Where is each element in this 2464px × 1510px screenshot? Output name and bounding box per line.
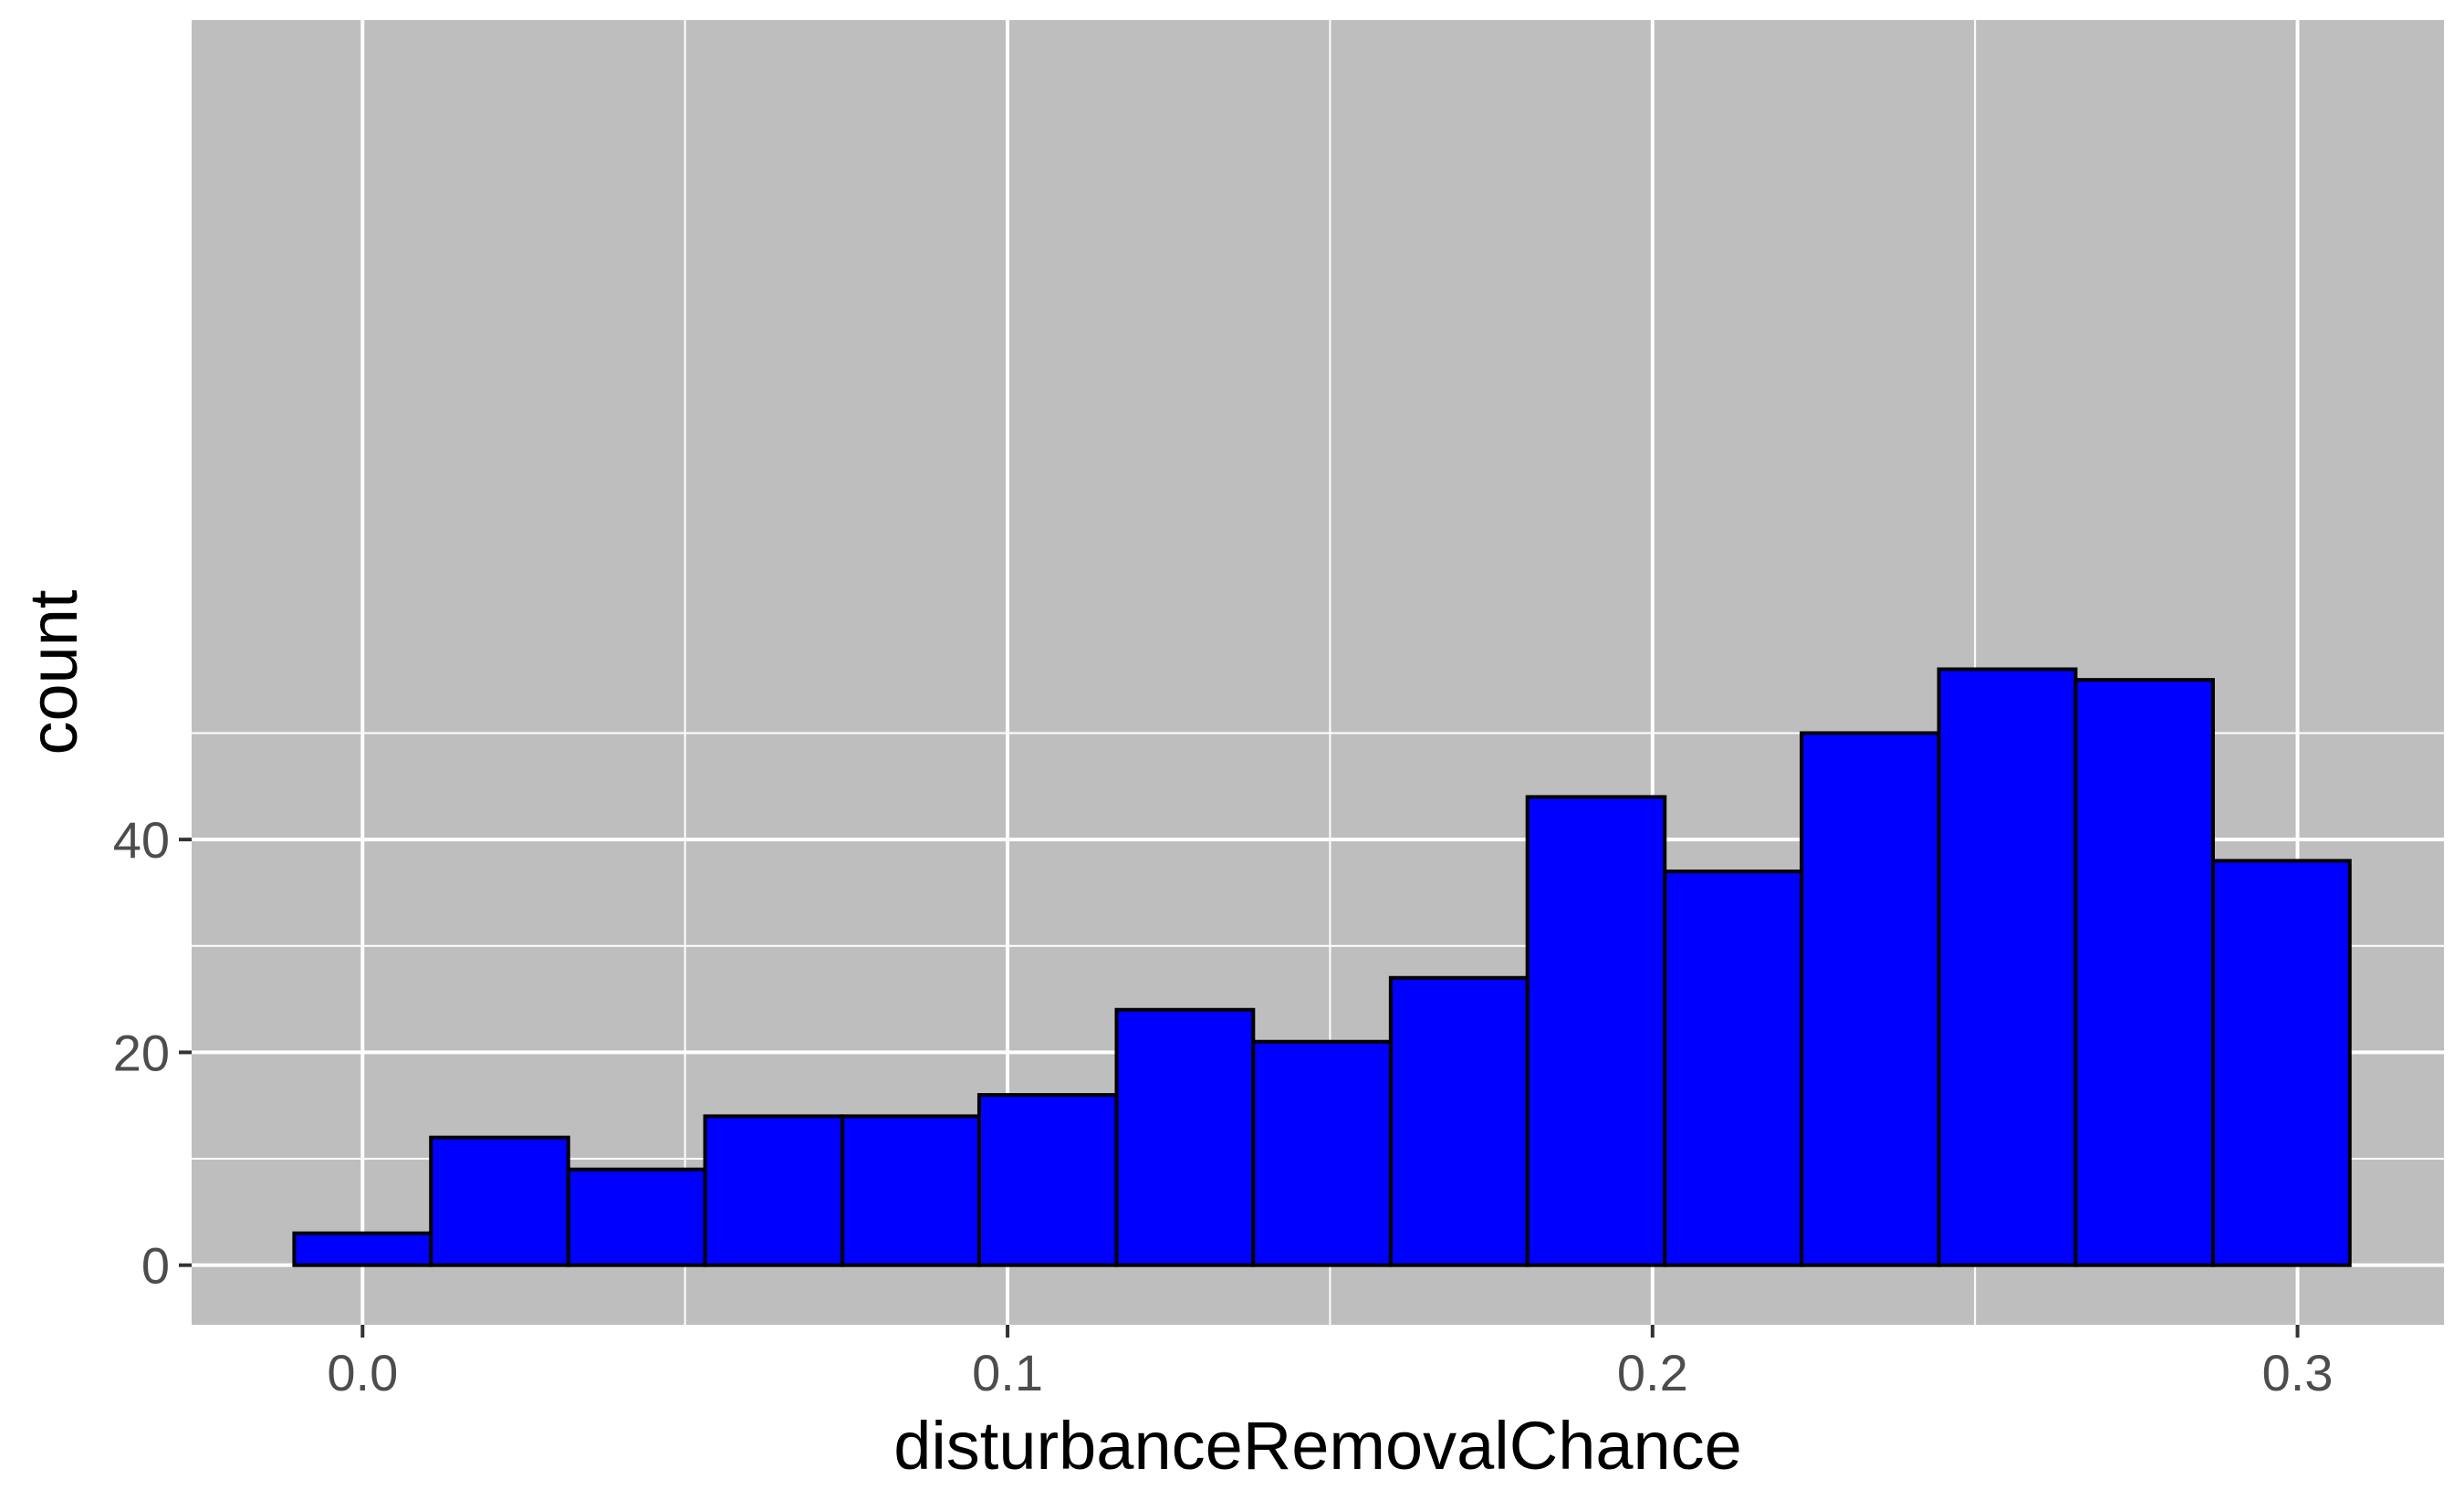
histogram-bar <box>1251 1039 1393 1267</box>
y-tick-label: 0 <box>141 1237 170 1295</box>
y-tick-label: 40 <box>113 811 170 869</box>
x-tick-label: 0.0 <box>327 1344 398 1401</box>
histogram-bar <box>429 1135 570 1267</box>
histogram-bar <box>292 1231 433 1267</box>
histogram-bar <box>1388 975 1530 1267</box>
x-axis-title: disturbanceRemovalChance <box>893 1408 1742 1484</box>
x-tick-label: 0.1 <box>972 1344 1043 1401</box>
histogram-bar <box>1114 1007 1256 1267</box>
x-axis-ticks: 0.0 0.1 0.2 0.3 <box>327 1325 2333 1401</box>
histogram-bar <box>1800 731 1941 1267</box>
histogram-bar <box>566 1167 707 1267</box>
histogram-bar <box>2210 859 2352 1267</box>
histogram-bar <box>840 1114 981 1267</box>
y-axis-ticks: 0 20 40 <box>113 811 192 1295</box>
y-tick-label: 20 <box>113 1024 170 1081</box>
histogram-bar <box>2073 678 2215 1267</box>
histogram-bar <box>1663 870 1804 1267</box>
histogram-bar <box>976 1093 1119 1267</box>
histogram-bar <box>1937 667 2078 1267</box>
y-axis-title: count <box>16 589 91 755</box>
histogram-bar <box>703 1114 845 1267</box>
histogram-bar <box>1525 795 1667 1267</box>
x-tick-label: 0.2 <box>1617 1344 1688 1401</box>
histogram-bars <box>292 667 2352 1267</box>
x-tick-label: 0.3 <box>2262 1344 2333 1401</box>
